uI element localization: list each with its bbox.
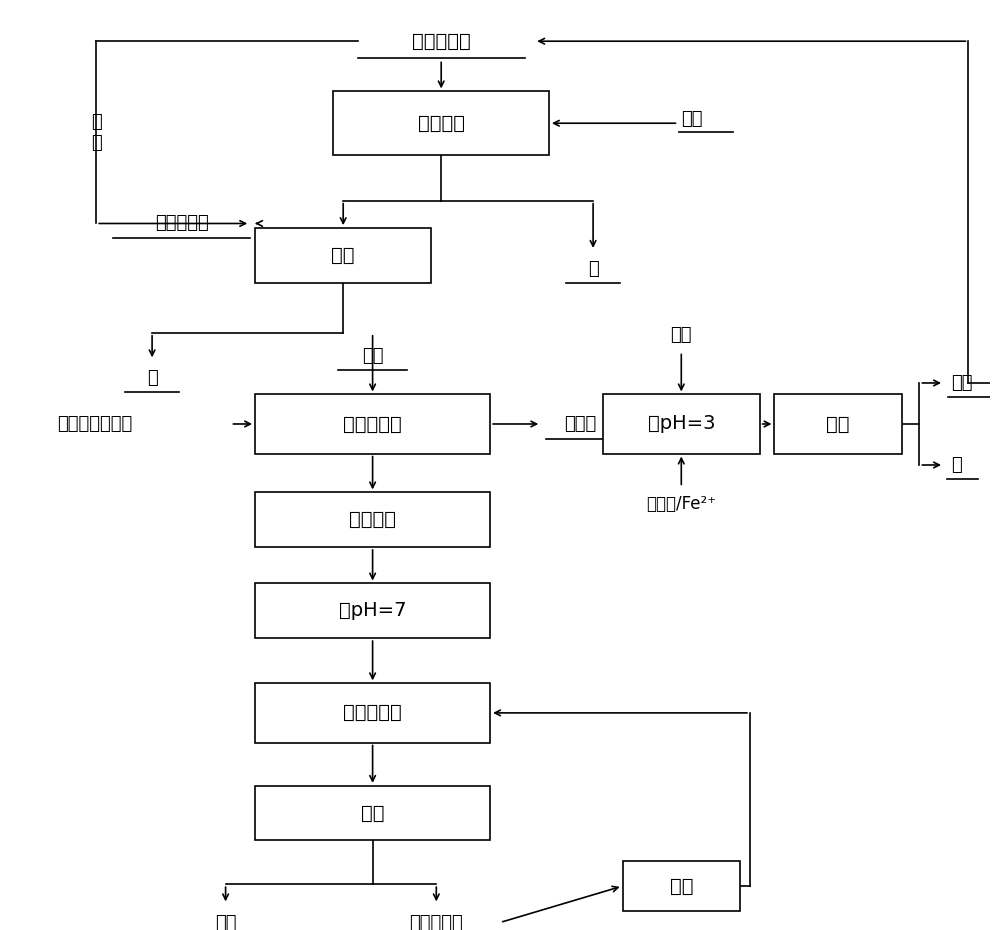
Text: 渣: 渣 xyxy=(588,260,598,278)
Text: 渣: 渣 xyxy=(951,456,962,474)
Bar xyxy=(255,228,431,283)
Bar xyxy=(255,492,490,547)
Text: 滤液: 滤液 xyxy=(362,347,383,365)
Text: 滤液: 滤液 xyxy=(951,374,972,392)
Text: 石灰沉降: 石灰沉降 xyxy=(418,113,465,133)
Text: 调pH=3: 调pH=3 xyxy=(648,415,715,433)
Bar xyxy=(622,861,740,911)
Text: 滤液: 滤液 xyxy=(215,913,236,930)
Text: 石灰澄清液: 石灰澄清液 xyxy=(155,215,208,232)
Bar xyxy=(333,91,549,155)
Bar xyxy=(255,394,490,454)
Text: 阴离子树脂: 阴离子树脂 xyxy=(343,415,402,433)
Text: 垃圾渗滤液: 垃圾渗滤液 xyxy=(412,32,471,51)
Text: 再生: 再生 xyxy=(670,877,693,896)
Text: 过滤: 过滤 xyxy=(361,804,384,823)
Text: 石灰: 石灰 xyxy=(681,110,703,127)
Text: 饱和氯化钠溶液: 饱和氯化钠溶液 xyxy=(57,415,132,433)
Text: 盐酸: 盐酸 xyxy=(671,326,692,344)
Bar xyxy=(774,394,902,454)
Bar xyxy=(255,786,490,841)
Text: 活性炭吸附: 活性炭吸附 xyxy=(343,703,402,723)
Text: 过滤: 过滤 xyxy=(331,246,355,265)
Text: 补
加: 补 加 xyxy=(91,113,102,152)
Bar xyxy=(603,394,760,454)
Bar xyxy=(255,684,490,742)
Text: 双氧水/Fe²⁺: 双氧水/Fe²⁺ xyxy=(646,495,716,512)
Bar xyxy=(255,583,490,638)
Text: 调pH=7: 调pH=7 xyxy=(339,602,406,620)
Text: 活性炭炭渣: 活性炭炭渣 xyxy=(409,913,463,930)
Text: 解吸液: 解吸液 xyxy=(564,415,596,433)
Text: 过滤: 过滤 xyxy=(826,415,850,433)
Text: 渣: 渣 xyxy=(147,369,157,388)
Text: 吹脱处理: 吹脱处理 xyxy=(349,511,396,529)
